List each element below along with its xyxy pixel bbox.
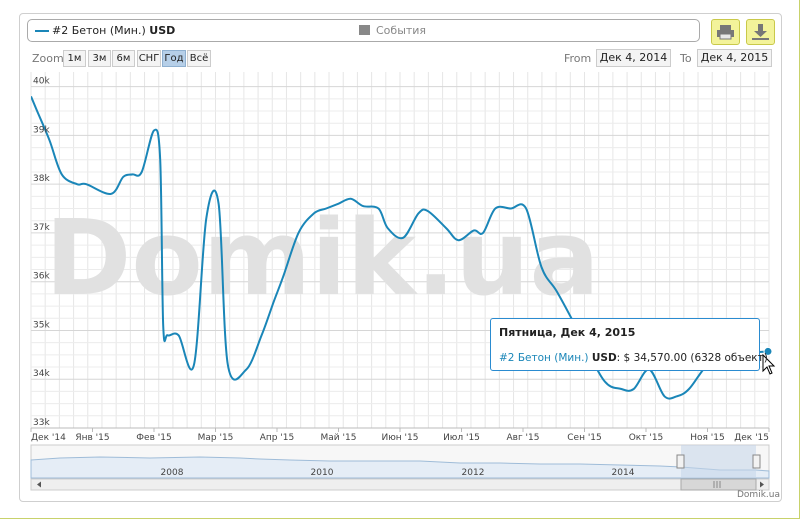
y-tick-label: 38k [33,174,50,184]
x-tick-label: Фев '15 [136,433,171,443]
series-line-concrete [31,96,769,400]
x-tick-label: Янв '15 [75,433,109,443]
y-tick-label: 35k [33,320,50,330]
print-icon [717,25,734,40]
y-tick-label: 36k [33,272,50,282]
events-legend-label[interactable]: События [376,24,427,37]
mouse-cursor-icon [762,353,776,375]
zoom-6m-button[interactable]: 6м [112,50,135,67]
x-tick-label: Июн '15 [382,433,419,443]
x-tick-label: Окт '15 [629,433,664,443]
zoom-all-button[interactable]: Всё [187,50,211,67]
navigator-selected-range[interactable] [681,445,756,478]
tooltip-series-unit: USD [591,352,617,364]
events-legend-swatch [359,25,370,35]
tooltip-date: Пятница, Дек 4, 2015 [499,326,636,339]
series-legend-swatch [35,30,49,32]
zoom-ytd-button[interactable]: СНГ [137,50,161,67]
zoom-1y-button[interactable]: Год [162,50,186,67]
watermark-text: Domik.ua [45,197,600,319]
x-tick-label: Сен '15 [567,433,602,443]
navigator-year-labels: 2008 2010 2012 2014 [161,468,635,478]
navigator-series-area [30,456,770,479]
y-tick-label: 33k [33,418,50,428]
navigator-year-label: 2008 [161,468,184,478]
tooltip-series-name: #2 Бетон (Мин.) [499,352,589,364]
series-legend-label[interactable]: #2 Бетон (Мин.) USD [52,24,175,37]
y-axis-ticks: 33k 34k 35k 36k 37k 38k 39k 40k [33,77,50,428]
legend-bar[interactable]: #2 Бетон (Мин.) USD События [27,19,700,42]
data-tooltip: Пятница, Дек 4, 2015 #2 Бетон (Мин.) USD… [490,318,768,371]
print-button[interactable] [711,19,740,45]
navigator[interactable]: 2008 2010 2012 2014 [30,444,770,491]
horizontal-gridlines [31,86,769,429]
tooltip-value-row: #2 Бетон (Мин.) USD: $ 34,570.00 (6328 о… [499,352,768,364]
download-icon [752,24,769,40]
x-tick-label: Авг '15 [507,433,540,443]
navigator-scrollbar[interactable] [30,478,770,491]
from-label: From [564,52,592,65]
y-tick-label: 34k [33,369,50,379]
hover-data-point [763,346,773,356]
x-tick-label: Дек '15 [734,433,769,443]
to-label: To [680,52,692,65]
series-name: #2 Бетон (Мин.) [52,24,146,37]
zoom-1m-button[interactable]: 1м [63,50,86,67]
scrollbar-thumb[interactable] [680,478,757,491]
x-tick-label: Май '15 [321,433,357,443]
zoom-3m-button[interactable]: 3м [88,50,111,67]
y-tick-label: 39k [33,125,50,135]
navigator-left-handle[interactable] [676,454,685,469]
y-tick-label: 37k [33,223,50,233]
x-tick-label: Мар '15 [198,433,234,443]
series-unit: USD [149,24,176,37]
navigator-year-label: 2010 [311,468,334,478]
scroll-right-arrow-icon[interactable] [760,481,764,488]
from-date-input[interactable]: Дек 4, 2014 [596,49,671,67]
download-button[interactable] [746,19,775,45]
navigator-year-label: 2014 [612,468,635,478]
navigator-year-label: 2012 [462,468,485,478]
scroll-left-arrow-icon[interactable] [37,481,41,488]
zoom-label: Zoom [32,52,64,65]
x-tick-label: Ноя '15 [690,433,724,443]
tooltip-value: : $ 34,570.00 (6328 объект) [616,352,768,364]
scrollbar-grip-icon [713,481,721,488]
to-date-input[interactable]: Дек 4, 2015 [697,49,772,67]
x-tick-label: Июл '15 [443,433,480,443]
x-axis-ticks: Дек '14 Янв '15 Фев '15 Мар '15 Апр '15 Май '… [30,428,770,443]
y-tick-label: 40k [33,77,50,87]
credit-link[interactable]: Domik.ua [737,490,780,500]
x-tick-label: Дек '14 [31,433,66,443]
x-tick-label: Апр '15 [260,433,295,443]
navigator-right-handle[interactable] [752,454,761,469]
